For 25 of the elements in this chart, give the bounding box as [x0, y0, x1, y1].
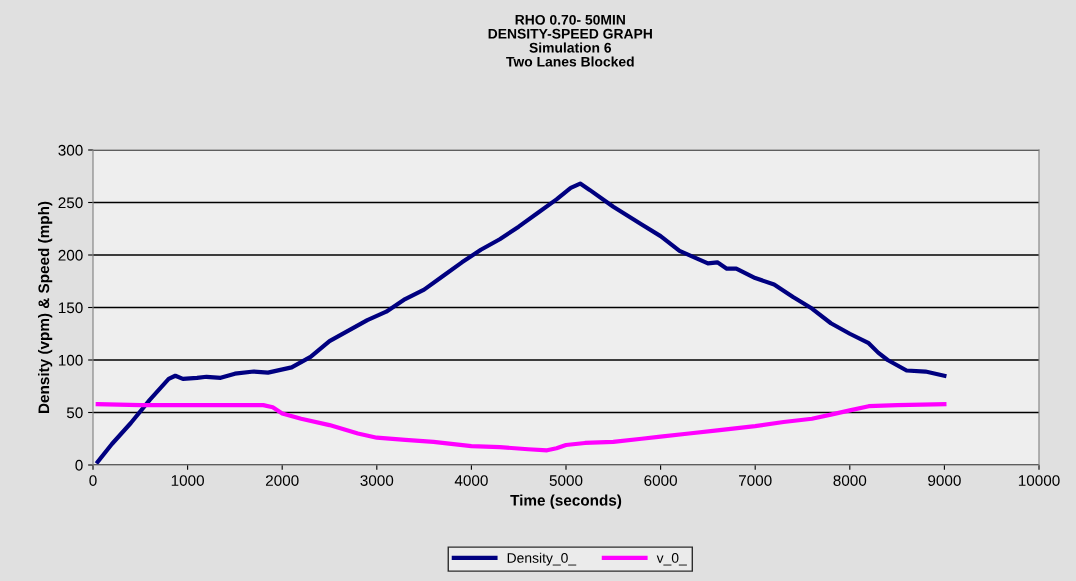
- legend-label: Density_0_: [507, 552, 577, 566]
- line-series: [95, 181, 947, 464]
- x-tick-label: 8000: [833, 475, 867, 486]
- x-tick-label: 2000: [265, 475, 299, 486]
- x-tick-label: 1000: [171, 475, 204, 486]
- x-axis-title: Time (seconds): [510, 494, 622, 509]
- y-tick-label: 0: [75, 459, 83, 471]
- y-tick-label: 100: [58, 354, 83, 366]
- y-tick-label: 300: [58, 144, 83, 156]
- chart-title: RHO 0.70- 50MIN DENSITY-SPEED GRAPH Simulation 6 Two Lanes Blocked: [488, 14, 652, 67]
- x-tick-label: 9000: [928, 475, 961, 486]
- legend-label: v_0_: [656, 553, 687, 566]
- x-tick-label: 10000: [1018, 475, 1060, 486]
- line-series: [95, 402, 947, 453]
- x-tick-label: 7000: [738, 475, 772, 486]
- x-tick-label: 3000: [360, 475, 394, 486]
- y-tick-label: 150: [58, 302, 83, 314]
- x-tick-label: 5000: [549, 475, 583, 486]
- x-tick-label: 4000: [454, 475, 488, 486]
- y-tick-label: 50: [66, 407, 83, 419]
- x-tick-label: 0: [89, 475, 97, 486]
- y-tick-label: 250: [58, 197, 83, 209]
- y-axis-title: Density (vpm) & Speed (mph): [37, 201, 53, 413]
- y-tick-label: 200: [58, 249, 83, 261]
- x-tick-label: 6000: [644, 475, 677, 486]
